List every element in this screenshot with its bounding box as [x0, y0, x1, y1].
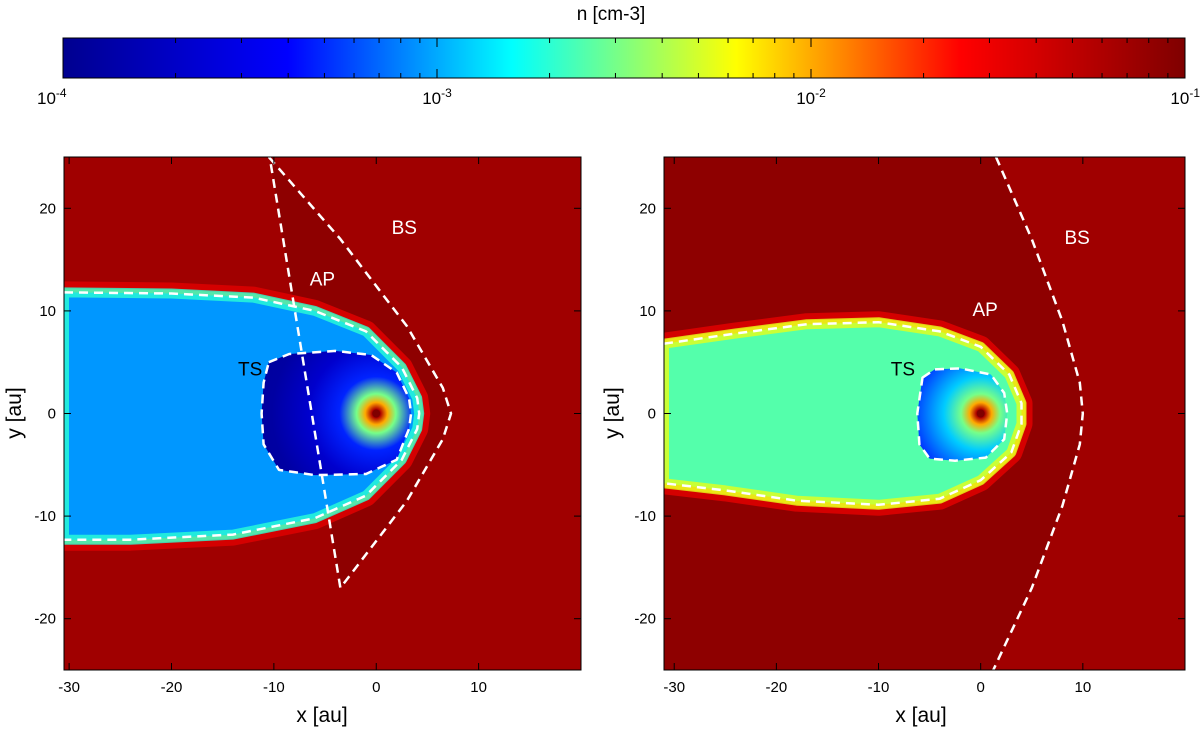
boundary-bs-line	[991, 157, 1085, 670]
y-tick-label: -10	[634, 508, 656, 525]
boundary-ap-line	[664, 320, 1023, 507]
y-axis-label: y [au]	[3, 387, 26, 438]
x-tick-label: -20	[161, 679, 183, 696]
colorbar: n [cm-3] 10-4 10-3 10-2 10-1	[37, 4, 1200, 108]
boundary-ts-label: TS	[238, 360, 262, 381]
boundary-ts-line	[916, 367, 1009, 462]
boundary-lines: BS AP TS	[664, 157, 1090, 670]
y-tick-label: 10	[639, 303, 656, 320]
x-axis-label: x [au]	[296, 704, 347, 727]
y-tick-label: 0	[48, 406, 56, 423]
termination-shock-region	[917, 368, 1008, 461]
boundary-lines: BS AP TS	[64, 157, 453, 590]
colorbar-tick-label: 10-3	[422, 86, 452, 108]
axes: -30 -20 -10 0 10 -20 -10 0 10 20	[634, 157, 1185, 696]
x-tick-label: -10	[868, 679, 890, 696]
y-tick-label: 10	[39, 303, 56, 320]
x-tick-label: -10	[263, 679, 285, 696]
density-field	[64, 157, 581, 670]
colorbar-ticks: 10-4 10-3 10-2 10-1	[37, 38, 1200, 108]
boundary-bs-label: BS	[1064, 228, 1089, 249]
x-axis-label: x [au]	[895, 704, 946, 727]
y-tick-label: 0	[648, 406, 656, 423]
x-tick-label: -30	[58, 679, 80, 696]
density-field	[664, 157, 1185, 670]
y-tick-label: 20	[639, 200, 656, 217]
y-tick-label: -10	[34, 508, 56, 525]
x-tick-label: 0	[977, 679, 985, 696]
x-tick-label: 10	[1074, 679, 1091, 696]
x-tick-label: -20	[766, 679, 788, 696]
star-marker	[976, 409, 985, 418]
colorbar-tick-label: 10-4	[37, 86, 67, 108]
heliotail-edge-glow	[64, 287, 425, 545]
star-marker	[372, 409, 381, 418]
plot-panel-left: BS AP TS -30 -20 -10 0 10 -20 -10 0 10 20 x [au] y …	[3, 156, 582, 727]
plot-panel-right: BS AP TS -30 -20 -10 0 10 -20 -10 0 10 20 x [au] y …	[601, 156, 1186, 727]
boundary-bs-label: BS	[392, 218, 417, 239]
colorbar-tick-label: 10-2	[796, 86, 826, 108]
colorbar-label: n [cm-3]	[577, 4, 646, 25]
x-tick-label: -30	[663, 679, 685, 696]
boundary-ts-line	[260, 349, 413, 477]
boundary-bs-line	[267, 157, 453, 590]
colorbar-strip	[62, 37, 1186, 79]
y-tick-label: 20	[39, 200, 56, 217]
boundary-ts-label: TS	[891, 360, 915, 381]
axes: -30 -20 -10 0 10 -20 -10 0 10 20	[34, 157, 581, 696]
termination-shock-region	[261, 350, 412, 476]
x-tick-label: 10	[470, 679, 487, 696]
y-tick-label: -20	[634, 611, 656, 628]
boundary-ap-label: AP	[310, 269, 335, 290]
colorbar-tick-label: 10-1	[1170, 86, 1200, 108]
x-tick-label: 0	[372, 679, 380, 696]
heliotail-region	[664, 322, 1022, 505]
y-axis-label: y [au]	[601, 387, 624, 438]
boundary-ap-line	[64, 291, 421, 541]
boundary-ap-label: AP	[973, 300, 998, 321]
y-tick-label: -20	[34, 611, 56, 628]
